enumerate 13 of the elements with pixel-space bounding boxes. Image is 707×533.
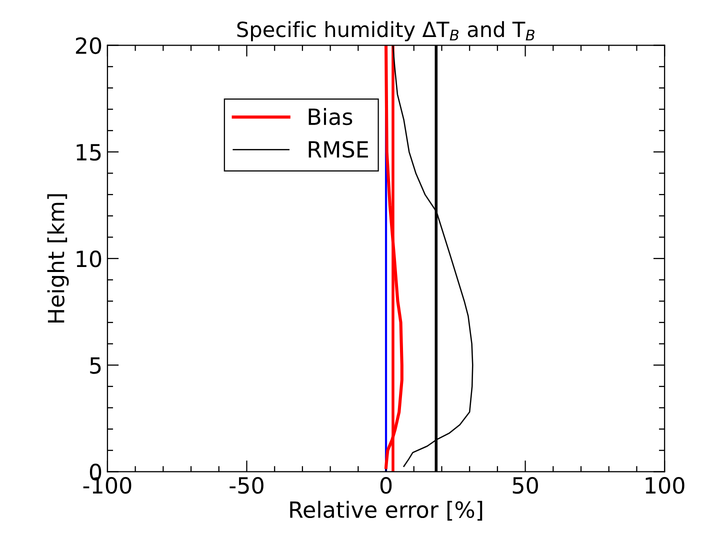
y-tick-label: 15 — [76, 144, 101, 161]
y-tick-label: 5 — [90, 357, 101, 374]
x-axis-title: Relative error [%] — [290, 500, 482, 521]
x-tick-label: 0 — [380, 476, 392, 494]
y-tick-label: 20 — [76, 37, 102, 54]
x-tick-label: -50 — [230, 476, 264, 494]
y-tick-label: 10 — [76, 250, 102, 268]
x-tick-label: 100 — [646, 476, 684, 494]
chart-title: Specific humidity ΔT$_{B}$ and T$_{B}$ — [237, 21, 534, 42]
y-axis-title: Height [km] — [47, 194, 69, 323]
x-tick-label: 50 — [512, 476, 538, 494]
legend-label: RMSE — [308, 140, 368, 158]
legend-label: Bias — [308, 108, 352, 126]
